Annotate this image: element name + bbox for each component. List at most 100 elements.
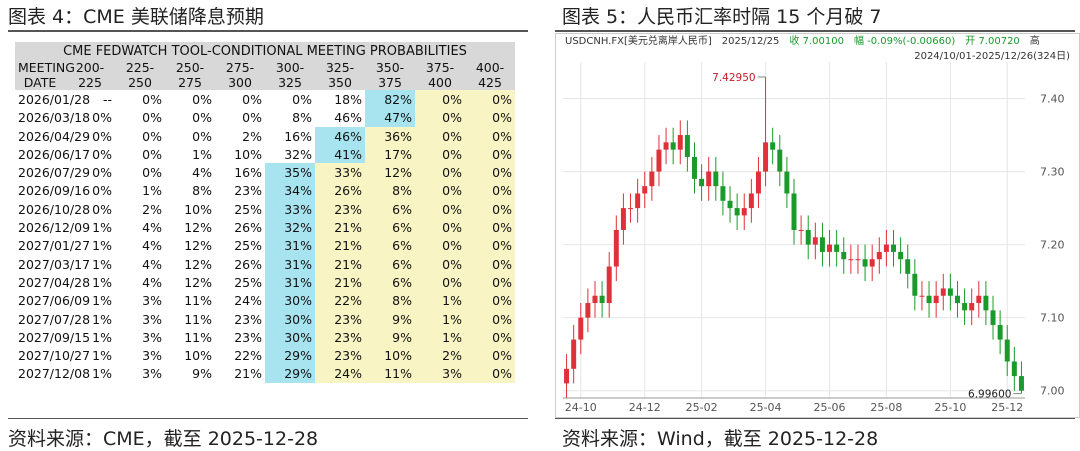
table-cell: 0% [415,163,465,182]
table-cell: 6% [365,200,415,219]
candle-body [834,244,840,252]
table-cell: 23% [315,309,365,329]
table-cell: 46% [315,126,365,146]
x-tick-label: 24-10 [565,401,597,414]
table-row: 2026/04/29 0% 0% 0% 2% 16% 46% 36% 0% 0% [15,126,515,146]
table-cell: 0% [465,328,515,347]
table-row: 2026/09/16 0% 1% 8% 23% 34% 26% 8% 0% 0% [15,181,515,201]
column-header: 325- 350 [315,60,365,91]
table-cell: 0% [115,163,165,182]
table-cell: 0% [465,364,515,384]
candle-body [862,259,868,267]
table-cell: 6% [365,254,415,274]
table-cell: 21% [215,364,265,384]
table-cell: 24% [215,291,265,310]
candle-body [947,288,953,296]
info-text: 收 7.00100 [789,34,844,47]
table-cell: 0% [165,126,215,146]
rule [555,418,1075,419]
table-cell: 0% [415,236,465,255]
candle-body [748,193,754,209]
table-cell: 31% [265,254,315,274]
table-cell: 31% [265,236,315,255]
table-cell: 1% [65,364,115,384]
table-cell: 0% [465,273,515,292]
table-cell: 30% [265,291,315,310]
table-cell: 31% [265,273,315,292]
candle-body [919,295,925,297]
table-cell: 41% [315,145,365,164]
table-cell: 10% [165,346,215,365]
table-cell: 0% [415,200,465,219]
table-cell: 12% [165,218,215,237]
table-cell: 11% [365,364,415,384]
table-cell: 10% [215,145,265,164]
table-row: 2027/09/15 1% 3% 11% 23% 30% 23% 9% 1% 0% [15,328,515,347]
candle-body [983,295,989,311]
table-cell: 1% [65,218,115,237]
table-row: 2026/12/09 1% 4% 12% 26% 32% 21% 6% 0% 0% [15,218,515,237]
table-cell: 0% [115,145,165,164]
header-line: 375 [378,75,402,91]
candle-body [613,230,619,267]
candle-body [1011,361,1017,377]
table-cell: 1% [65,254,115,274]
candle-body [841,251,847,260]
table-cell: 3% [415,364,465,384]
header-line: 400 [428,75,452,91]
table-cell: 0% [415,181,465,201]
candle-body [734,208,740,216]
table-cell: 0% [165,90,215,109]
table-cell: 0% [415,273,465,292]
table-cell: 0% [465,90,515,109]
table-cell: 8% [265,108,315,127]
annotation-label: 7.42950 [712,72,755,84]
table-cell: 0% [415,108,465,127]
table-cell: 2027/07/28 [15,309,90,329]
table-cell: 1% [115,181,165,201]
table-cell: 0% [415,126,465,146]
candle-body [997,324,1003,340]
table-cell: 6% [365,236,415,255]
column-header: 275- 300 [215,60,265,91]
chart: USDCNH.FX[美元兑离岸人民币] 2025/12/25 收 7.00100 幅 … [555,33,1080,418]
table-cell: 2026/09/16 [15,181,90,201]
range-label: 2024/10/01-2025/12/26(324日) [914,51,1070,62]
table-cell: 1% [415,291,465,310]
info-text: 2025/12/25 [722,36,780,47]
table-row: 2027/07/28 1% 3% 11% 23% 30% 23% 9% 1% 0% [15,309,515,329]
table-cell: 3% [115,309,165,329]
table-row: 2027/04/28 1% 4% 12% 25% 31% 21% 6% 0% 0% [15,273,515,292]
table-cell: 23% [215,328,265,347]
table-cell: 0% [415,145,465,164]
figure-title: 图表 5：人民币汇率时隔 15 个月破 7 [562,6,882,28]
table-cell: 24% [315,364,365,384]
candle-body [649,171,655,187]
table-cell: 2027/10/27 [15,346,90,365]
column-header: 350- 375 [365,60,415,91]
table-cell: 0% [465,346,515,365]
table-cell: 0% [465,145,515,164]
table-cell: 46% [315,108,365,127]
table-cell: 2% [115,200,165,219]
candle-body [741,208,747,216]
table-cell: 0% [115,108,165,127]
y-tick-label: 7.10 [1040,312,1065,325]
table-cell: 0% [65,200,115,219]
candle-body [635,193,641,209]
candle-body [898,251,904,260]
table-cell: 0% [465,126,515,146]
table-cell: 1% [415,328,465,347]
info-text: 高 [1030,34,1040,47]
candle-body [578,317,584,340]
rule [8,30,528,32]
candle-body [663,142,669,150]
header-line: 375- [425,60,455,76]
table-cell: 1% [65,273,115,292]
table-cell: 23% [315,200,365,219]
annotation-label: 6.99600 [968,389,1011,401]
candle-body [883,244,889,252]
candle-body [564,368,570,384]
table-cell: 2026/07/29 [15,163,90,182]
title-row: CME FEDWATCH TOOL-CONDITIONAL MEETING PR… [15,42,515,61]
